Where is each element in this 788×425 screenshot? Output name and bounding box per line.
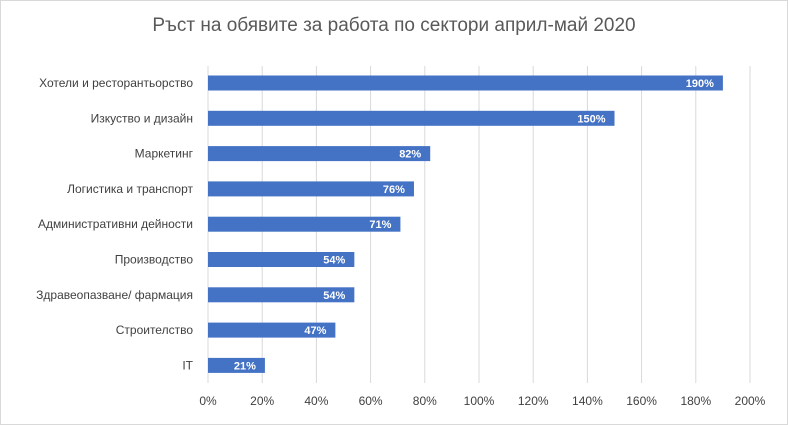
bar <box>208 110 615 126</box>
data-label: 190% <box>686 78 714 90</box>
data-label: 54% <box>323 255 345 267</box>
category-label: IT <box>182 358 193 372</box>
category-label: Административни дейности <box>38 217 193 231</box>
category-label: Логистика и транспорт <box>67 182 193 196</box>
bar <box>208 146 431 162</box>
category-label: Маркетинг <box>135 147 194 161</box>
bar <box>208 287 355 303</box>
data-label: 54% <box>323 290 345 302</box>
data-label: 82% <box>399 149 421 161</box>
bar <box>208 181 414 197</box>
x-tick-label: 80% <box>413 394 437 408</box>
category-label: Здравеопазване/ фармация <box>36 288 193 302</box>
data-label: 71% <box>369 219 391 231</box>
x-tick-label: 0% <box>199 394 217 408</box>
category-label: Строителство <box>116 323 194 337</box>
data-label: 76% <box>383 184 405 196</box>
x-tick-label: 120% <box>518 394 549 408</box>
category-labels: Хотели и ресторантьорство Изкуство и диза… <box>36 76 193 372</box>
x-tick-label: 140% <box>572 394 603 408</box>
data-label: 21% <box>234 360 256 372</box>
x-tick-label: 20% <box>250 394 274 408</box>
x-tick-label: 180% <box>680 394 711 408</box>
bar <box>208 252 355 267</box>
category-label: Производство <box>115 253 194 267</box>
x-tick-label: 100% <box>464 394 495 408</box>
x-tick-label: 160% <box>626 394 657 408</box>
bar <box>208 75 723 91</box>
bar <box>208 216 401 232</box>
data-label: 150% <box>577 113 605 125</box>
x-axis-tick-labels: 0% 20% 40% 60% 80% 100% 120% 140% 160% 180% 200% <box>199 394 765 408</box>
bar <box>208 357 265 373</box>
x-tick-label: 200% <box>735 394 766 408</box>
x-tick-label: 40% <box>304 394 328 408</box>
bars <box>208 75 723 373</box>
bar <box>208 322 336 338</box>
category-label: Изкуство и дизайн <box>91 111 193 125</box>
x-tick-label: 60% <box>359 394 383 408</box>
category-label: Хотели и ресторантьорство <box>39 76 193 90</box>
data-label: 47% <box>304 325 326 337</box>
chart-title: Ръст на обявите за работа по сектори апр… <box>152 15 636 36</box>
data-labels: 190% 150% 82% 76% 71% 54% 54% 47% 21% <box>234 78 714 372</box>
